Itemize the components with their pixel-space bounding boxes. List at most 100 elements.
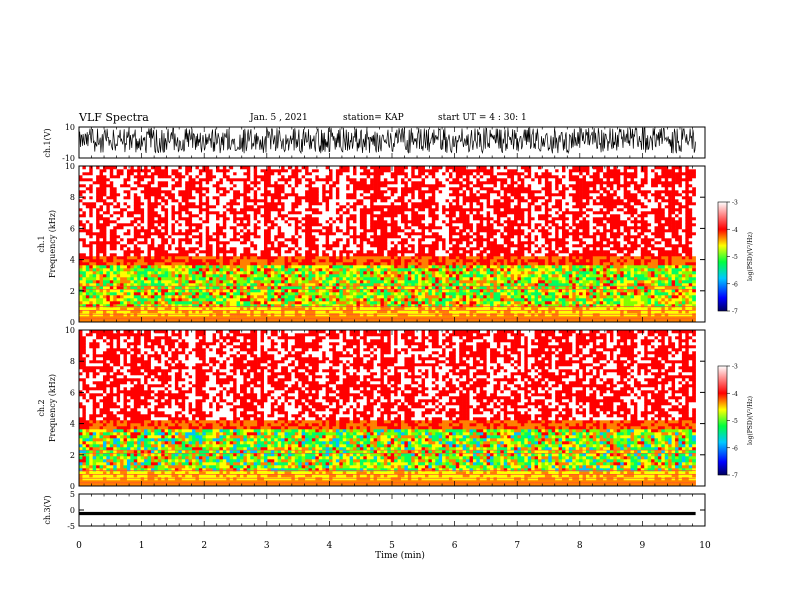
spectrogram-cell [99, 211, 104, 215]
spectrogram-cell [113, 274, 117, 278]
spectrogram-cell [157, 193, 162, 197]
spectrogram-cell [373, 286, 378, 290]
spectrogram-cell [168, 298, 172, 302]
spectrogram-cell [233, 256, 237, 260]
spectrogram-cell [311, 316, 316, 320]
spectrogram-cell [394, 205, 398, 209]
spectrogram-cell [356, 253, 361, 257]
spectrogram-cell [222, 208, 227, 212]
spectrogram-cell [322, 286, 326, 290]
spectrogram-cell [287, 181, 292, 185]
spectrogram-cell [377, 166, 381, 170]
spectrogram-cell [174, 259, 179, 263]
spectrogram-cell [318, 226, 323, 230]
spectrogram-cell [377, 319, 381, 323]
spectrogram-cell [267, 280, 272, 284]
spectrogram-cell [363, 259, 368, 263]
spectrogram-cell [284, 292, 289, 296]
spectrogram-cell [301, 181, 306, 185]
spectrogram-cell [147, 178, 152, 182]
spectrogram-cell [267, 190, 272, 194]
spectrogram-cell [202, 295, 207, 299]
spectrogram-cell [305, 241, 309, 245]
spectrogram-cell [212, 202, 217, 206]
spectrogram-cell [325, 289, 330, 293]
spectrogram-cell [291, 307, 296, 311]
spectrogram-cell [284, 187, 289, 191]
spectrogram-cell [390, 310, 395, 314]
spectrogram-cell [79, 187, 83, 191]
spectrogram-cell [267, 289, 272, 293]
spectrogram-cell [130, 247, 135, 251]
spectrogram-cell [174, 172, 179, 176]
spectrogram-cell [240, 178, 244, 182]
spectrogram-cell [257, 172, 261, 176]
spectrogram-cell [178, 241, 183, 245]
spectrogram-cell [359, 295, 364, 299]
spectrogram-cell [113, 166, 117, 170]
spectrogram-cell [99, 232, 104, 236]
spectrogram-cell [332, 319, 337, 323]
spectrogram-cell [401, 166, 405, 170]
spectrogram-cell [284, 226, 289, 230]
spectrogram-cell [325, 178, 330, 182]
spectrogram-cell [140, 301, 145, 305]
spectrogram-cell [359, 259, 364, 263]
spectrogram-cell [226, 277, 231, 281]
spectrogram-cell [401, 289, 405, 293]
spectrogram-cell [198, 262, 203, 266]
spectrogram-cell [205, 319, 210, 323]
spectrogram-cell [123, 241, 128, 245]
spectrogram-cell [222, 232, 227, 236]
spectrogram-cell [157, 265, 162, 269]
spectrogram-cell [188, 271, 193, 275]
spectrogram-cell [181, 310, 186, 314]
spectrogram-cell [332, 283, 337, 287]
spectrogram-cell [240, 172, 244, 176]
spectrogram-cell [222, 262, 227, 266]
spectrogram-cell [308, 277, 313, 281]
spectrogram-cell [277, 313, 282, 317]
spectrogram-cell [325, 184, 330, 188]
spectrogram-cell [377, 265, 381, 269]
spectrogram-cell [287, 310, 292, 314]
spectrogram-cell [294, 244, 299, 248]
spectrogram-cell [342, 223, 347, 227]
spectrogram-cell [349, 235, 354, 239]
spectrogram-cell [130, 268, 135, 272]
spectrogram-cell [311, 295, 316, 299]
spectrogram-cell [144, 280, 148, 284]
spectrogram-cell [277, 220, 282, 224]
spectrogram-cell [404, 166, 409, 170]
spectrogram-cell [294, 268, 299, 272]
spectrogram-cell [270, 259, 275, 263]
spectrogram-cell [318, 244, 323, 248]
spectrogram-cell [219, 214, 224, 218]
spectrogram-cell [342, 220, 347, 224]
spectrogram-cell [380, 274, 385, 278]
spectrogram-cell [305, 256, 309, 260]
spectrogram-cell [178, 313, 183, 317]
spectrogram-cell [359, 178, 364, 182]
spectrogram-cell [79, 184, 83, 188]
spectrogram-cell [353, 265, 357, 269]
spectrogram-cell [144, 274, 148, 278]
spectrogram-cell [133, 178, 138, 182]
spectrogram-cell [387, 319, 392, 323]
spectrogram-cell [277, 175, 282, 179]
spectrogram-cell [311, 310, 316, 314]
spectrogram-cell [322, 247, 326, 251]
spectrogram-cell [325, 280, 330, 284]
spectrogram-cell [154, 274, 159, 278]
spectrogram-cell [89, 310, 94, 314]
spectrogram-cell [267, 205, 272, 209]
spectrogram-cell [150, 319, 155, 323]
spectrogram-cell [161, 199, 165, 203]
spectrogram-cell [305, 214, 309, 218]
spectrogram-cell [301, 208, 306, 212]
spectrogram-cell [144, 256, 148, 260]
spectrogram-cell [102, 244, 107, 248]
spectrogram-cell [79, 205, 83, 209]
spectrogram-cell [404, 271, 409, 275]
spectrogram-cell [198, 307, 203, 311]
